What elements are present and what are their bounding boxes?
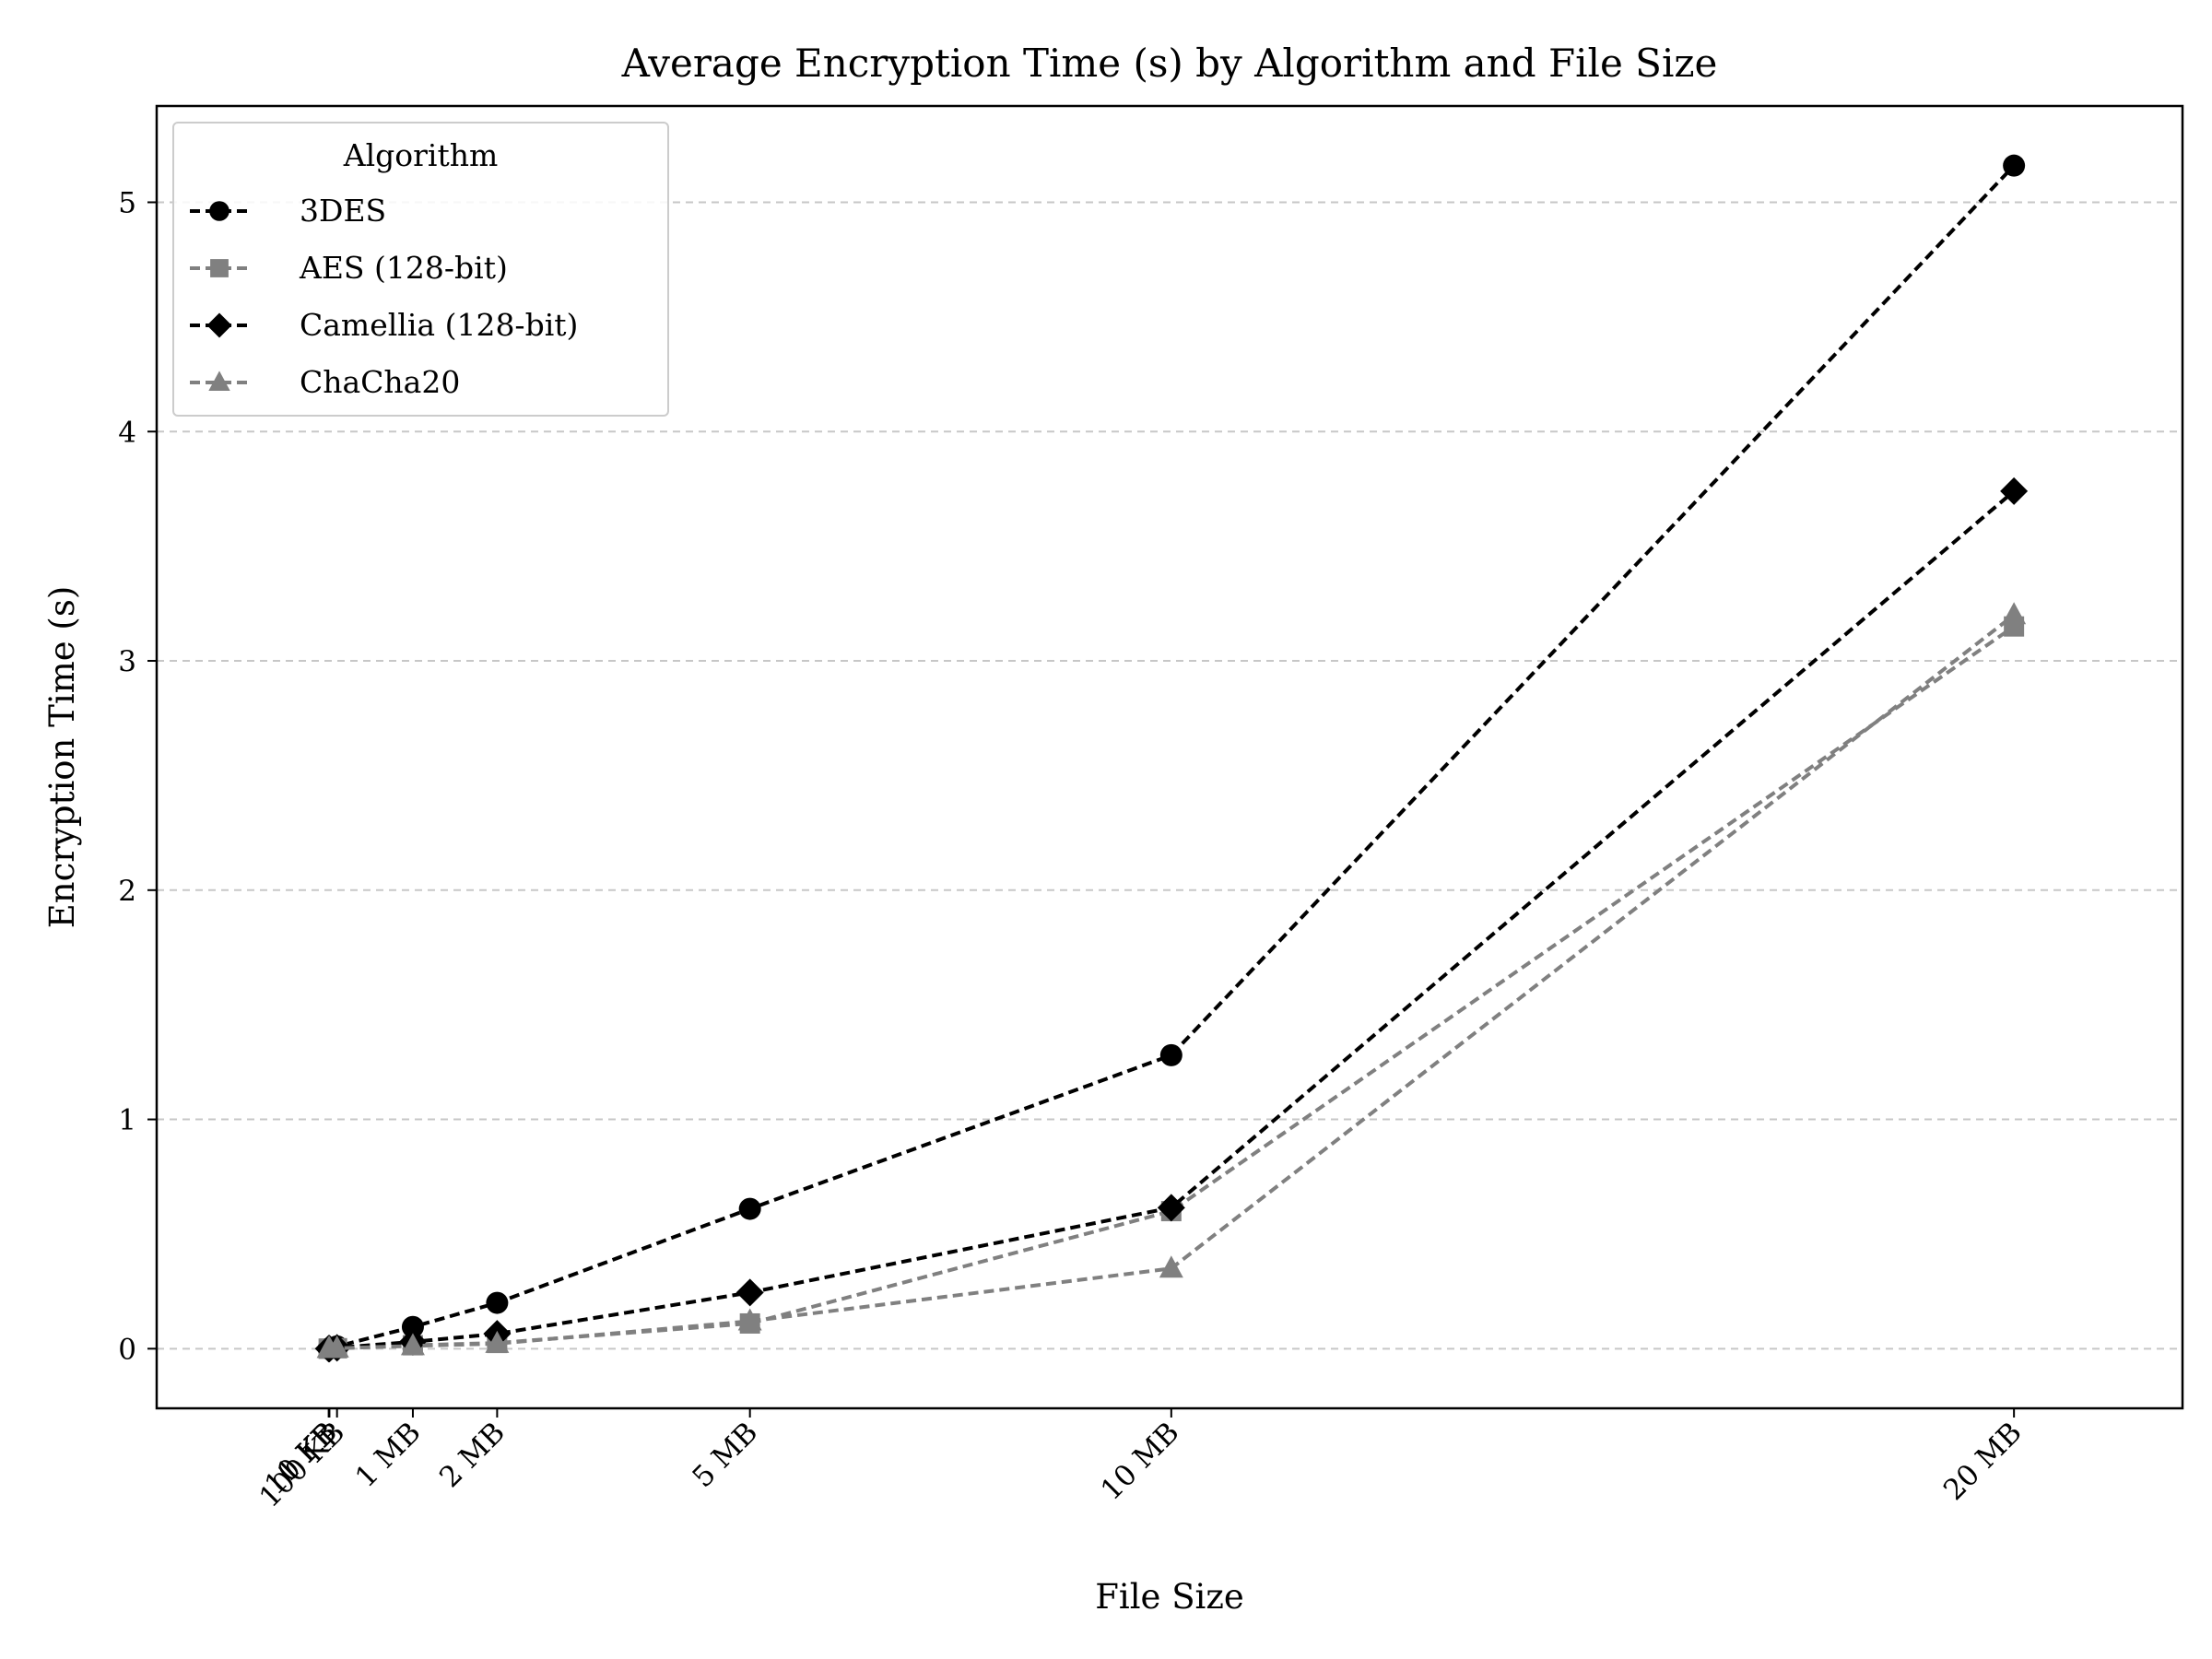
- legend-label: 3DES: [300, 193, 386, 229]
- legend-box: [172, 122, 669, 417]
- data-point: [485, 1330, 510, 1353]
- data-point: [2003, 154, 2026, 177]
- x-axis-label: File Size: [1095, 1577, 1244, 1617]
- legend-label: AES (128-bit): [299, 250, 508, 286]
- legend: Algorithm 3DES AES (128-bit) Camellia (128…: [172, 122, 669, 417]
- data-point: [324, 1335, 349, 1358]
- legend-marker: [206, 312, 232, 338]
- legend-label: Camellia (128-bit): [300, 307, 578, 343]
- data-point: [2000, 477, 2029, 505]
- data-point: [401, 1315, 424, 1338]
- data-point: [737, 1308, 762, 1331]
- y-tick-label: 5: [118, 186, 136, 219]
- y-tick-label: 4: [118, 416, 136, 449]
- legend-title: Algorithm: [343, 137, 499, 173]
- data-point: [486, 1291, 509, 1314]
- series-layer: [314, 154, 2029, 1363]
- y-tick-label: 0: [118, 1333, 136, 1366]
- chart-title: Average Encryption Time (s) by Algorithm…: [621, 41, 1718, 86]
- y-axis-label: Encryption Time (s): [42, 586, 82, 929]
- y-tick-label: 2: [118, 875, 136, 908]
- data-point: [1157, 1194, 1185, 1222]
- legend-item: 3DES: [190, 193, 386, 229]
- legend-item: AES (128-bit): [190, 250, 508, 286]
- axes-layer: [155, 104, 2184, 1410]
- data-point: [400, 1333, 425, 1356]
- legend-item: ChaCha20: [190, 364, 460, 400]
- series-chacha20: [316, 602, 2027, 1359]
- legend-marker: [208, 371, 230, 391]
- data-point: [735, 1278, 764, 1307]
- y-tick-label: 1: [118, 1104, 136, 1137]
- legend-marker: [209, 201, 229, 221]
- legend-label: ChaCha20: [300, 364, 460, 400]
- data-point: [738, 1197, 761, 1220]
- plot-frame: [155, 104, 2184, 1410]
- data-point: [1159, 1255, 1183, 1278]
- data-point: [2002, 602, 2027, 625]
- legend-marker: [210, 259, 229, 277]
- y-tick-label: 3: [118, 645, 136, 678]
- data-point: [1159, 1043, 1182, 1066]
- legend-item: Camellia (128-bit): [190, 307, 578, 343]
